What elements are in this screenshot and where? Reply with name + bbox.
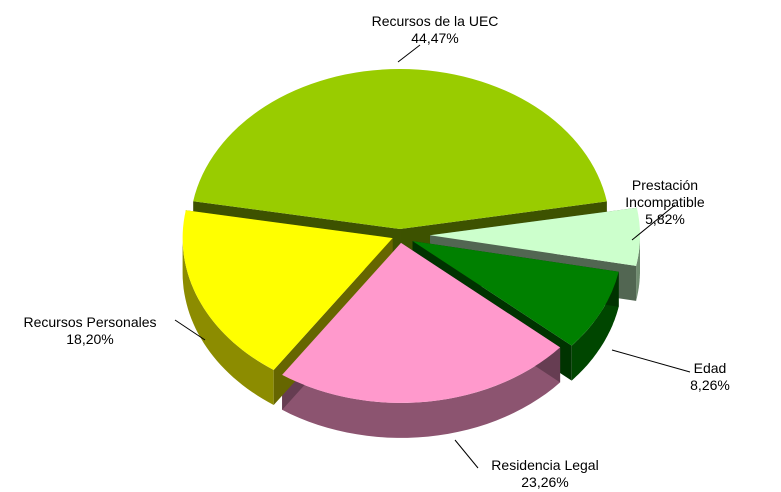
- slice-label: Prestación Incompatible: [625, 177, 705, 210]
- leader-line: [174, 319, 206, 341]
- slice: [429, 207, 640, 266]
- slice-side: [182, 238, 274, 405]
- slice-value-label: 23,26%: [521, 474, 569, 490]
- leader-line: [611, 349, 691, 373]
- slice-value-label: 18,20%: [66, 331, 114, 347]
- slice-label: Recursos de la UEC: [371, 13, 499, 29]
- slice-side: [282, 347, 561, 438]
- slice-side: [636, 235, 640, 301]
- slice: [282, 242, 561, 403]
- slice: [412, 241, 619, 346]
- leader-line: [631, 204, 676, 241]
- slice-side: [571, 271, 619, 381]
- slice-value-label: 44,47%: [411, 30, 459, 46]
- leader-line: [454, 439, 479, 469]
- leader-line: [397, 44, 421, 63]
- slice-value-label: 5,82%: [645, 211, 685, 227]
- slice-label: Recursos Personales: [23, 314, 157, 330]
- slice: [182, 210, 393, 370]
- slice: [193, 68, 607, 230]
- slice-label: Edad: [693, 360, 727, 376]
- slice-value-label: 8,26%: [690, 377, 730, 393]
- slice-label: Residencia Legal: [491, 457, 599, 473]
